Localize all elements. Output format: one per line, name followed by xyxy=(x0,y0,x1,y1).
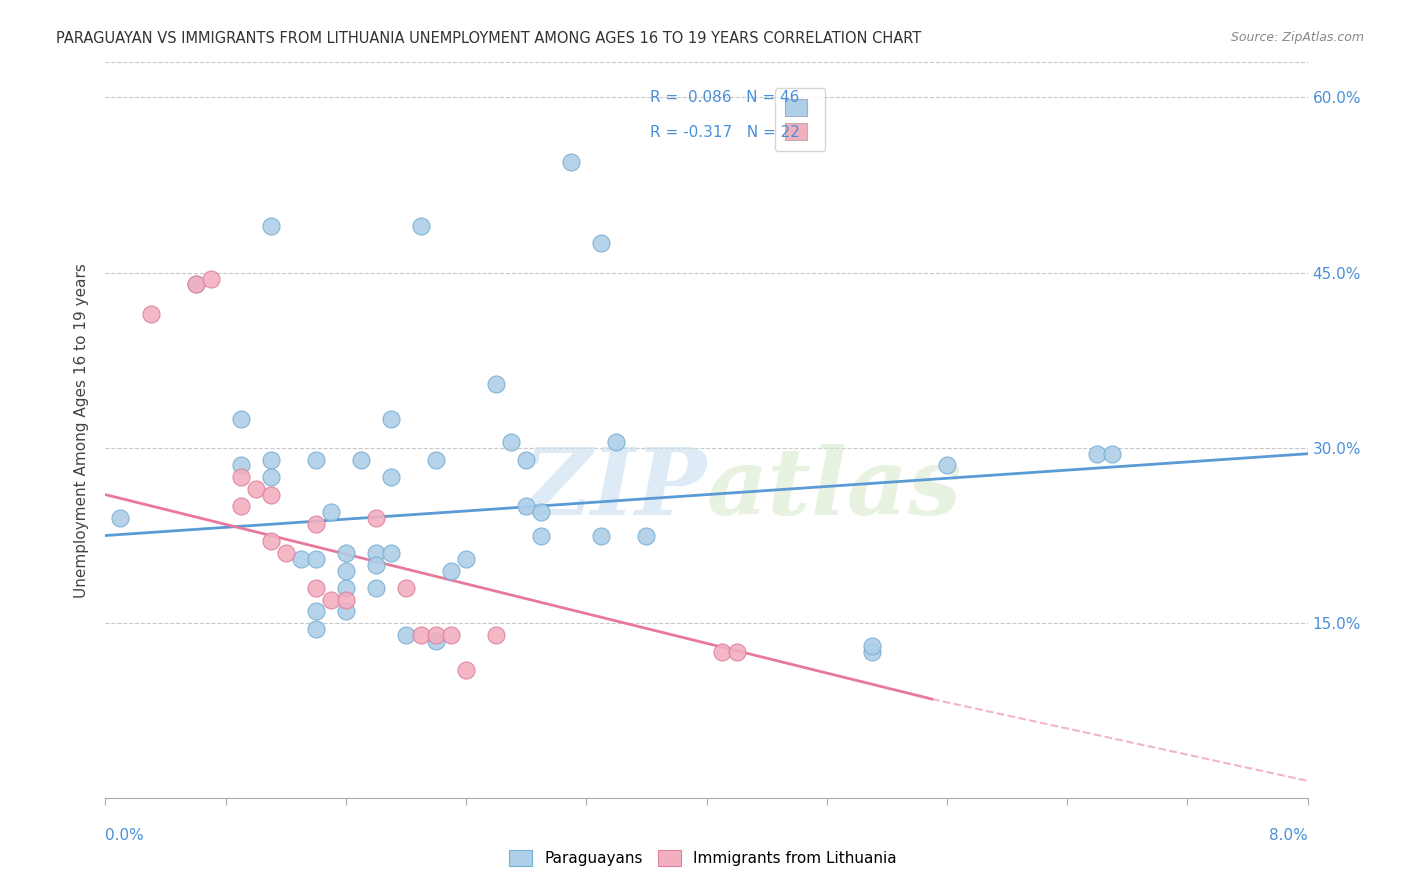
Text: atlas: atlas xyxy=(707,444,962,534)
Point xyxy=(636,528,658,542)
Point xyxy=(260,470,283,484)
Point xyxy=(290,552,312,566)
Point xyxy=(335,546,357,560)
Text: R = -0.317   N = 22: R = -0.317 N = 22 xyxy=(650,125,800,140)
Point xyxy=(364,558,387,572)
Point xyxy=(425,452,447,467)
Text: PARAGUAYAN VS IMMIGRANTS FROM LITHUANIA UNEMPLOYMENT AMONG AGES 16 TO 19 YEARS C: PARAGUAYAN VS IMMIGRANTS FROM LITHUANIA … xyxy=(56,31,921,46)
Point xyxy=(260,452,283,467)
Point xyxy=(409,628,432,642)
Point xyxy=(425,628,447,642)
Point xyxy=(260,219,283,233)
Point xyxy=(184,277,207,292)
Point xyxy=(485,628,508,642)
Point xyxy=(380,411,402,425)
Point xyxy=(274,546,297,560)
Text: ZIP: ZIP xyxy=(522,444,707,534)
Point xyxy=(440,564,463,578)
Point xyxy=(305,604,328,618)
Point xyxy=(260,488,283,502)
Point xyxy=(425,633,447,648)
Point xyxy=(200,271,222,285)
Point xyxy=(560,154,582,169)
Point xyxy=(515,452,537,467)
Point xyxy=(1085,447,1108,461)
Point xyxy=(591,236,613,251)
Point xyxy=(936,458,959,473)
Point xyxy=(364,581,387,595)
Point xyxy=(710,645,733,659)
Point xyxy=(454,663,477,677)
Text: 0.0%: 0.0% xyxy=(105,829,145,843)
Text: R =  0.086   N = 46: R = 0.086 N = 46 xyxy=(650,90,800,105)
Point xyxy=(305,622,328,636)
Point xyxy=(305,581,328,595)
Point xyxy=(350,452,373,467)
Point xyxy=(454,552,477,566)
Point xyxy=(1101,447,1123,461)
Point xyxy=(319,505,342,519)
Point xyxy=(245,482,267,496)
Point xyxy=(364,546,387,560)
Point xyxy=(305,452,328,467)
Point xyxy=(380,470,402,484)
Point xyxy=(530,505,553,519)
Point xyxy=(860,645,883,659)
Point xyxy=(229,500,252,514)
Point xyxy=(305,552,328,566)
Point xyxy=(335,592,357,607)
Point xyxy=(725,645,748,659)
Point xyxy=(364,511,387,525)
Point xyxy=(530,528,553,542)
Legend: Paraguayans, Immigrants from Lithuania: Paraguayans, Immigrants from Lithuania xyxy=(502,842,904,873)
Legend: , : , xyxy=(775,88,825,151)
Point xyxy=(184,277,207,292)
Point xyxy=(395,628,418,642)
Point xyxy=(440,628,463,642)
Point xyxy=(335,581,357,595)
Y-axis label: Unemployment Among Ages 16 to 19 years: Unemployment Among Ages 16 to 19 years xyxy=(75,263,90,598)
Point xyxy=(139,307,162,321)
Point xyxy=(229,470,252,484)
Point xyxy=(409,219,432,233)
Point xyxy=(335,564,357,578)
Point xyxy=(229,458,252,473)
Point xyxy=(335,604,357,618)
Point xyxy=(591,528,613,542)
Point xyxy=(110,511,132,525)
Point xyxy=(395,581,418,595)
Point xyxy=(485,376,508,391)
Point xyxy=(515,500,537,514)
Point xyxy=(305,516,328,531)
Point xyxy=(501,435,523,450)
Point xyxy=(319,592,342,607)
Point xyxy=(860,640,883,654)
Point xyxy=(380,546,402,560)
Point xyxy=(260,534,283,549)
Point xyxy=(605,435,627,450)
Text: 8.0%: 8.0% xyxy=(1268,829,1308,843)
Point xyxy=(229,411,252,425)
Text: Source: ZipAtlas.com: Source: ZipAtlas.com xyxy=(1230,31,1364,45)
